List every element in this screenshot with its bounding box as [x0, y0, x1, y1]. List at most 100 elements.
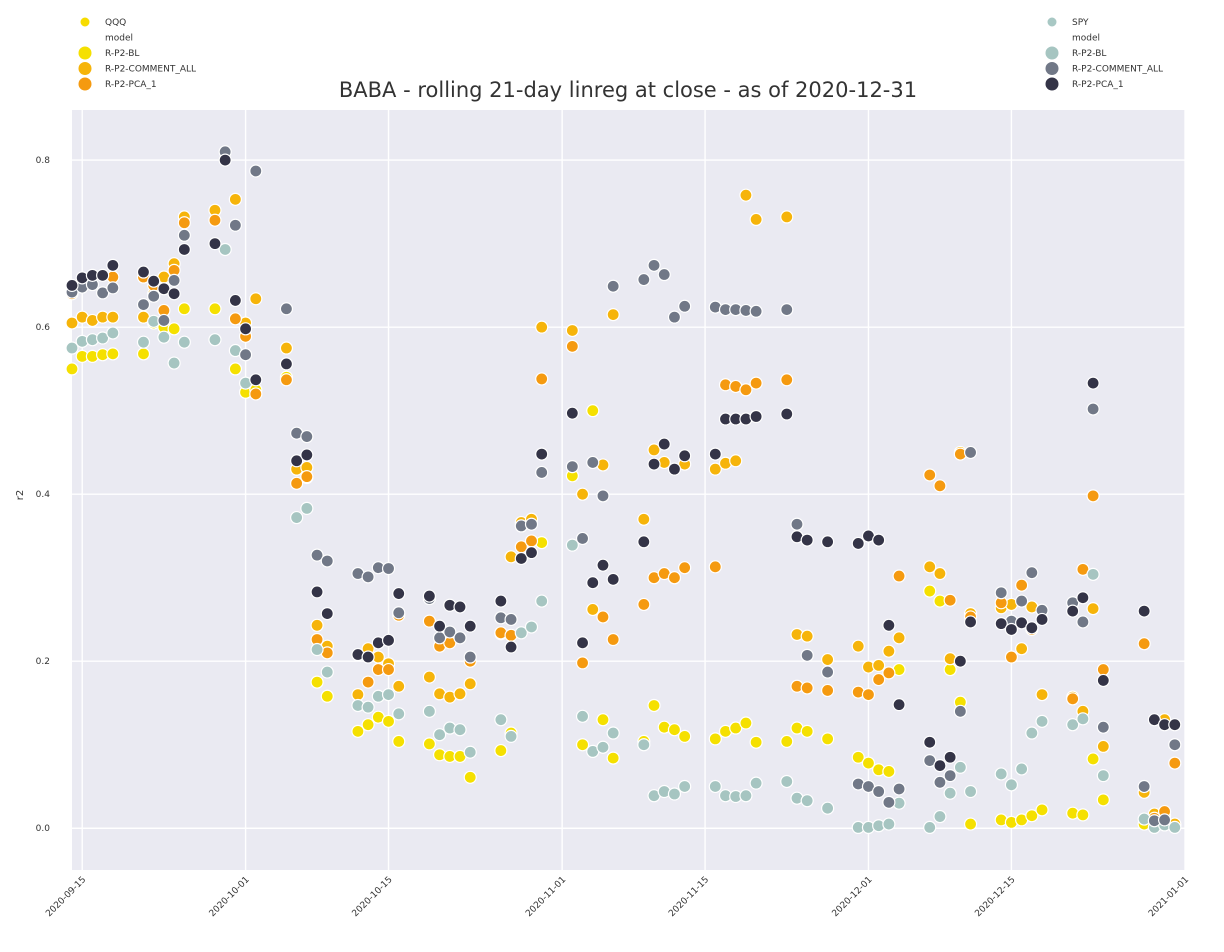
data-point	[586, 576, 600, 590]
data-point	[361, 718, 375, 732]
data-point	[943, 662, 957, 677]
data-point	[1137, 604, 1151, 618]
data-point	[361, 700, 375, 714]
data-point	[504, 729, 518, 743]
data-point	[678, 779, 692, 794]
data-point	[177, 302, 191, 316]
data-point	[504, 612, 518, 627]
data-point	[790, 517, 804, 531]
data-point	[238, 348, 253, 362]
data-point	[892, 569, 906, 583]
data-point	[249, 164, 263, 178]
data-point	[943, 769, 957, 783]
data-point	[96, 268, 110, 282]
data-point	[310, 675, 324, 689]
data-point	[923, 735, 937, 749]
data-point	[821, 535, 835, 549]
data-point	[392, 606, 406, 620]
data-point	[422, 670, 436, 684]
data-point	[657, 437, 671, 451]
data-point	[494, 743, 508, 758]
data-point	[300, 448, 314, 462]
data-point	[1086, 601, 1100, 616]
data-point	[1035, 612, 1049, 627]
legend-label: R-P2-BL	[105, 49, 139, 59]
data-point	[892, 631, 906, 645]
data-point	[872, 533, 886, 547]
data-point	[943, 786, 957, 800]
data-point	[800, 648, 814, 662]
data-point	[708, 447, 722, 461]
data-point	[1025, 809, 1039, 823]
data-point	[943, 750, 957, 764]
data-point	[1157, 813, 1172, 827]
data-point	[678, 299, 692, 313]
data-point	[1086, 376, 1100, 390]
data-point	[575, 531, 590, 546]
data-point	[739, 188, 753, 202]
data-point	[432, 619, 447, 633]
plot-area	[72, 110, 1185, 870]
data-point	[1086, 489, 1100, 503]
data-point	[290, 476, 304, 490]
data-point	[320, 554, 334, 568]
data-point	[708, 560, 722, 574]
data-point	[147, 274, 161, 288]
data-point	[923, 468, 937, 482]
data-point	[565, 339, 579, 353]
legend-marker	[1044, 76, 1060, 92]
data-point	[65, 362, 79, 376]
data-point	[861, 688, 876, 702]
data-point	[953, 760, 967, 774]
data-point	[821, 801, 835, 815]
data-point	[596, 489, 610, 503]
data-point	[177, 335, 191, 349]
data-point	[933, 775, 947, 789]
series-3	[65, 242, 1182, 835]
data-point	[678, 729, 692, 743]
data-point	[667, 723, 682, 737]
data-point	[351, 724, 365, 738]
data-point	[606, 572, 620, 586]
legend-marker	[79, 16, 91, 28]
data-point	[749, 376, 763, 390]
data-point	[177, 242, 191, 257]
data-point	[443, 625, 457, 639]
data-point	[678, 561, 692, 575]
data-point	[422, 737, 436, 751]
data-point	[892, 698, 906, 712]
data-points	[65, 145, 1182, 835]
data-point	[851, 536, 865, 551]
data-point	[586, 404, 600, 418]
data-point	[1096, 769, 1110, 783]
data-point	[575, 487, 590, 501]
data-point	[647, 443, 661, 457]
data-point	[65, 316, 79, 330]
data-point	[1076, 712, 1090, 726]
data-point	[432, 728, 447, 742]
data-point	[657, 267, 671, 282]
data-point	[1137, 637, 1151, 651]
legend-label: R-P2-BL	[1072, 49, 1106, 59]
data-point	[739, 789, 753, 803]
data-point	[463, 770, 477, 784]
data-point	[136, 265, 151, 279]
data-point	[667, 787, 682, 801]
data-point	[1004, 622, 1019, 637]
data-point	[228, 293, 242, 308]
data-point	[453, 631, 467, 645]
data-point	[249, 387, 263, 401]
data-point	[933, 809, 947, 824]
data-point	[708, 462, 722, 476]
data-point	[453, 687, 467, 701]
data-point	[361, 570, 375, 584]
legend-marker	[1046, 16, 1058, 28]
data-point	[565, 323, 579, 338]
legend-marker	[1044, 61, 1060, 76]
series-5	[65, 153, 1182, 773]
data-point	[963, 784, 978, 799]
data-point	[1066, 692, 1080, 706]
data-point	[238, 322, 253, 336]
data-point	[279, 302, 294, 316]
